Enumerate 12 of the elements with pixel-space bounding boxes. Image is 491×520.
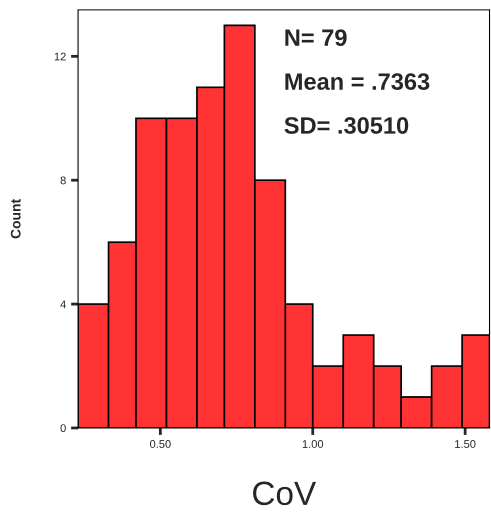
- x-tick-label: 1.00: [302, 440, 324, 448]
- annotation: Mean = .7363: [285, 73, 430, 90]
- x-tick-label: 0.50: [150, 440, 171, 448]
- x-axis-title: CoV: [253, 482, 316, 506]
- y-tick-label: 0: [60, 424, 66, 432]
- y-tick-label: 12: [54, 52, 66, 60]
- annotation: SD= .30510: [284, 117, 408, 134]
- y-tick-label: 4: [60, 300, 66, 308]
- y-tick-label: 8: [60, 176, 66, 184]
- annotation: N= 79: [285, 29, 347, 46]
- y-axis-title: Count: [10, 199, 21, 238]
- x-tick-label: 1.50: [455, 440, 476, 448]
